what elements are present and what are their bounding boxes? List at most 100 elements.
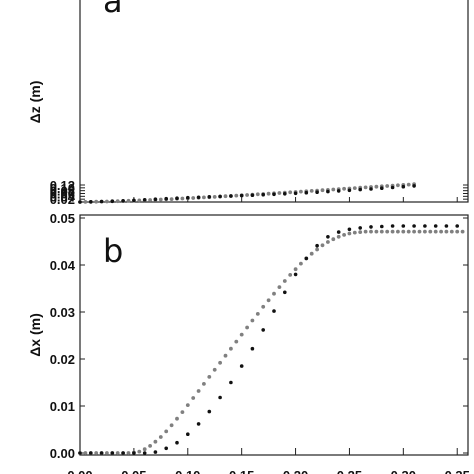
- panel-a-series-1-point: [207, 195, 212, 199]
- panel-b-xtick-label: 0.20: [283, 468, 308, 474]
- panel-b-xtick-label: 0.15: [229, 468, 254, 474]
- panel-a-series-0-point: [320, 188, 325, 193]
- panel-b-series-1-point: [142, 451, 147, 455]
- panel-b-series-0-point: [185, 403, 190, 407]
- panel-a-frame: [79, 0, 469, 203]
- panel-a-series-1-point: [412, 184, 416, 188]
- panel-b-series-1-point: [293, 272, 298, 277]
- panel-b-series-0-point: [428, 229, 433, 234]
- panel-b-series-0-point: [126, 451, 131, 455]
- panel-b-series-0-point: [239, 332, 244, 337]
- panel-b-series-0-point: [234, 339, 239, 344]
- panel-a-series-1-point: [132, 198, 136, 203]
- panel-a-series-1-point: [326, 189, 330, 194]
- panel-b: b Δx (m) 0.000.010.020.030.040.05 0.000.…: [27, 211, 470, 474]
- panel-b-series-0-point: [352, 230, 357, 235]
- panel-b-series-0-point: [401, 229, 406, 234]
- panel-b-series-0-point: [455, 229, 460, 234]
- panel-b-series-1-point: [390, 224, 395, 228]
- panel-b-series-1-point: [78, 451, 82, 455]
- panel-b-series-0-point: [282, 279, 287, 283]
- panel-b-series-0-point: [202, 382, 206, 386]
- panel-b-series-1-point: [455, 224, 460, 228]
- panel-a-series-0-point: [158, 197, 163, 202]
- panel-a-series-0-point: [202, 195, 206, 200]
- panel-b-series-0-point: [277, 285, 282, 289]
- panel-b-frame: [79, 214, 469, 456]
- panel-b-series-0-point: [94, 451, 99, 455]
- panel-a-series-1-point: [99, 199, 104, 204]
- panel-b-yticks: 0.00 0.01 0.02 0.03 0.04 0.05: [50, 211, 468, 461]
- panel-a-series-1-point: [250, 193, 255, 197]
- panel-b-xtick-label: 0.05: [121, 468, 146, 474]
- panel-a-series-1-point: [293, 191, 298, 196]
- panel-b-series-0-point: [347, 231, 352, 236]
- panel-b-series-0-point: [390, 229, 395, 234]
- panel-a-series-0-point: [137, 198, 142, 203]
- panel-b-ytick-label: 0.05: [50, 211, 75, 226]
- panel-a-series-0-point: [396, 183, 400, 188]
- panel-b-ytick-label: 0.03: [50, 305, 75, 320]
- panel-b-series-0-point: [358, 230, 363, 235]
- panel-b-series-0-point: [218, 360, 223, 365]
- panel-b-series-1-point: [99, 451, 104, 455]
- panel-a-series-1-point: [153, 197, 158, 201]
- panel-b-series-0-point: [444, 229, 449, 234]
- panel-b-series-0-point: [175, 416, 179, 421]
- panel-b-series-0-point: [299, 261, 303, 266]
- panel-b-series-0-point: [315, 247, 319, 252]
- panel-b-series-0-point: [83, 451, 88, 455]
- panel-a-series-0-point: [352, 186, 357, 191]
- panel-a-ytick-label: 0.04: [50, 189, 76, 204]
- panel-a-series-1-point: [110, 199, 115, 203]
- panel-a-series-0-point: [406, 182, 411, 187]
- panel-b-xtick-label: 0.10: [175, 468, 200, 474]
- panel-b-series-1-point: [175, 440, 179, 445]
- panel-b-series-1-point: [444, 224, 449, 228]
- panel-a-series-0-point: [126, 198, 131, 203]
- panel-a-series-0-point: [245, 193, 250, 197]
- panel-b-series-0-point: [369, 229, 373, 234]
- panel-b-series-1-point: [207, 409, 212, 414]
- panel-b-series-1-point: [358, 226, 363, 230]
- panel-b-series-0-point: [272, 291, 276, 296]
- panel-a-series-0-point: [288, 190, 293, 195]
- panel-b-series-0-point: [342, 233, 346, 237]
- panel-b-series-1-point: [315, 243, 319, 248]
- panel-b-series-0-point: [212, 367, 217, 372]
- panel-a-yticks: 0.020.040.060.080.100.12: [50, 178, 468, 207]
- panel-a-series-1-point: [304, 190, 309, 195]
- panel-b-series-0-point: [293, 267, 298, 272]
- panel-b-xticks: 0.00 0.05 0.10 0.15 0.20 0.25 0.30 0.35: [67, 448, 470, 474]
- panel-b-series-0-point: [423, 229, 427, 234]
- panel-b-series-1-point: [164, 446, 168, 451]
- panel-a-series-0-point: [266, 191, 271, 196]
- panel-b-label: b: [103, 232, 123, 270]
- panel-b-series-0-point: [266, 298, 271, 303]
- panel-b-series-0-point: [158, 435, 163, 439]
- panel-b-ylabel: Δx (m): [27, 313, 43, 357]
- panel-b-series-0-point: [412, 229, 416, 234]
- panel-b-series-0-point: [374, 229, 379, 234]
- panel-b-series-0-point: [288, 273, 293, 277]
- panel-a-ytick-label: 0.10: [50, 181, 75, 196]
- panel-b-series-1-point: [239, 364, 244, 368]
- panel-b-series-0-point: [320, 243, 325, 248]
- panel-b-series-1-point: [433, 224, 438, 228]
- panel-b-series-0-point: [326, 240, 330, 244]
- panel-a-series-0-point: [342, 186, 346, 191]
- panel-a-label: a: [103, 0, 123, 20]
- panel-b-series-0-point: [433, 229, 438, 234]
- panel-b-series-1-point: [369, 225, 373, 229]
- panel-b-series-0-point: [417, 229, 422, 234]
- panel-a-series-0-point: [180, 196, 185, 201]
- panel-a-ytick-label: 0.12: [50, 178, 75, 193]
- panel-a-series-1-point: [186, 195, 190, 200]
- panel-b-series-0-point: [255, 312, 260, 316]
- panel-a-series-1-point: [229, 194, 233, 198]
- panel-b-series-0-point: [169, 423, 174, 428]
- panel-b-xtick-label: 0.25: [337, 468, 362, 474]
- panel-a-ytick-label: 0.06: [50, 187, 75, 202]
- panel-b-series-1-point: [132, 451, 136, 455]
- panel-a-series-1-point: [142, 198, 147, 202]
